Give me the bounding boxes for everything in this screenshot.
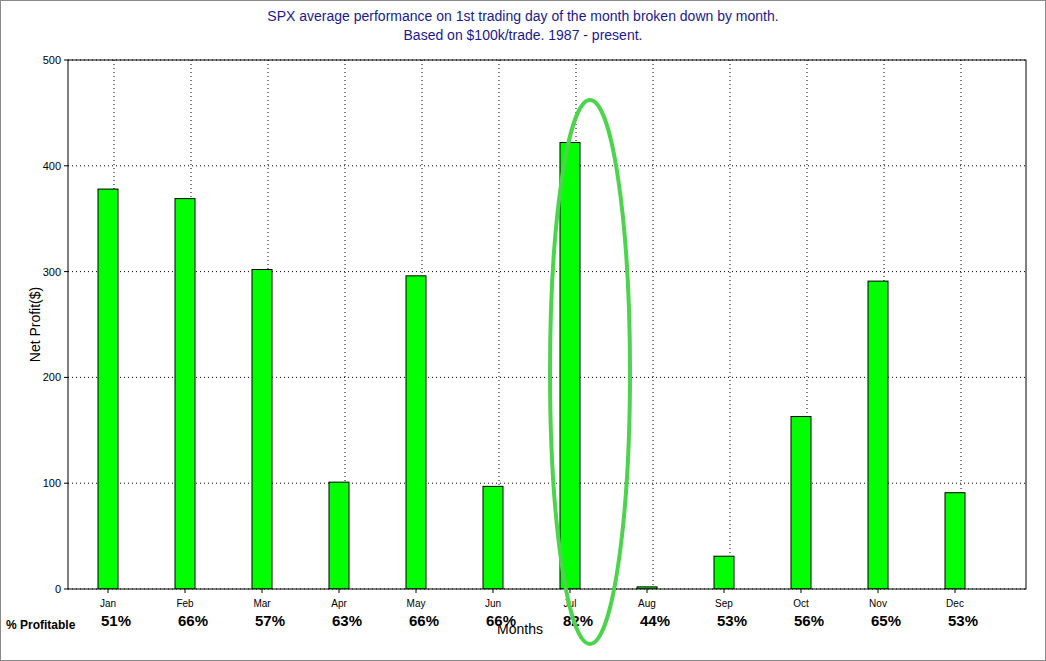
title: SPX average performance on 1st trading d… (267, 8, 778, 24)
tick-mark (64, 377, 68, 378)
grid-line (68, 165, 1026, 166)
bars (98, 143, 965, 589)
subtitle: Based on $100k/trade. 1987 - present. (404, 27, 643, 43)
tick-mark-x (955, 589, 956, 593)
tick-mark-x (108, 589, 109, 593)
profitable-label: 44% (640, 612, 670, 629)
tick-mark-x (647, 589, 648, 593)
profitable-label: 65% (871, 612, 901, 629)
category-label: Mar (253, 598, 271, 609)
category-label: Feb (176, 598, 194, 609)
profitable-label: 53% (717, 612, 747, 629)
y-axis-label: Net Profit($) (27, 287, 43, 362)
category-label: Jan (100, 598, 116, 609)
profitable-label: 66% (178, 612, 208, 629)
bar (329, 482, 349, 589)
tick-label: 200 (43, 371, 61, 383)
bar (945, 493, 965, 589)
category-label: Oct (793, 598, 809, 609)
profitable-label: 51% (101, 612, 131, 629)
category-label: Jun (485, 598, 501, 609)
tick-mark-x (570, 589, 571, 593)
tick-mark (64, 589, 68, 590)
tick-mark (64, 60, 68, 61)
category-label: Aug (638, 598, 656, 609)
bar (791, 417, 811, 589)
bar (560, 143, 580, 589)
profitable-row-label: % Profitable (6, 618, 76, 632)
category-label: Nov (869, 598, 887, 609)
bar (406, 276, 426, 589)
tick-mark (64, 165, 68, 166)
profitable-label: 66% (486, 612, 516, 629)
tick-mark-x (339, 589, 340, 593)
profitable-label: 63% (332, 612, 362, 629)
plot-area (68, 60, 1026, 589)
highlight-ellipse (550, 100, 630, 644)
outer-frame (1, 1, 1046, 661)
tick-label: 500 (43, 54, 61, 66)
grid-line-vertical (653, 60, 654, 589)
bar (175, 199, 195, 589)
plot-frame (68, 60, 1026, 589)
tick-label: 100 (43, 477, 61, 489)
tick-mark-x (724, 589, 725, 593)
chart: SPX average performance on 1st trading d… (0, 0, 1046, 661)
profitable-label: 57% (255, 612, 285, 629)
profitable-label: 53% (948, 612, 978, 629)
bar (483, 486, 503, 589)
tick-mark-x (493, 589, 494, 593)
tick-label: 0 (55, 583, 61, 595)
profitable-label: 56% (794, 612, 824, 629)
tick-label: 300 (43, 266, 61, 278)
tick-mark-x (416, 589, 417, 593)
bar (868, 281, 888, 589)
grid-line-vertical (730, 60, 731, 589)
bar (714, 556, 734, 589)
tick-mark-x (262, 589, 263, 593)
bar (98, 189, 118, 589)
category-label: Apr (331, 598, 347, 609)
tick-label: 400 (43, 160, 61, 172)
bar (252, 269, 272, 589)
tick-mark-x (878, 589, 879, 593)
profitable-label: 66% (409, 612, 439, 629)
tick-mark-x (185, 589, 186, 593)
tick-mark (64, 271, 68, 272)
tick-mark-x (801, 589, 802, 593)
grid-line (68, 271, 1026, 272)
tick-mark (64, 483, 68, 484)
category-label: Sep (715, 598, 733, 609)
category-label: Dec (946, 598, 964, 609)
category-label: May (407, 598, 426, 609)
